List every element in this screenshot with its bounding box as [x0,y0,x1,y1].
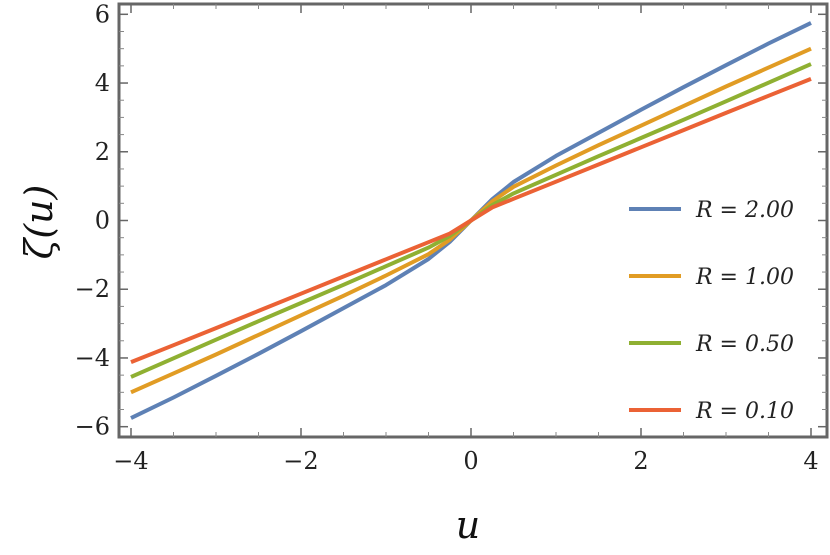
y-tick-label: 4 [95,69,110,97]
y-tick-label: 2 [95,138,110,166]
legend: R = 2.00 R = 1.00 R = 0.50 R = 0.10 [629,198,794,424]
legend-label-1: R = 2.00 [695,198,794,223]
x-axis: −4 −2 0 2 4 [113,4,819,475]
x-tick-label: 4 [803,447,818,475]
series-lines [130,21,812,420]
x-tick-label: 0 [463,447,478,475]
legend-label-4: R = 0.10 [695,399,794,424]
x-tick-label: −4 [113,447,148,475]
legend-label-2: R = 1.00 [695,265,794,290]
y-tick-label: 6 [95,0,110,28]
y-tick-label: −4 [75,344,110,372]
y-axis-label: ζ(u) [17,185,61,260]
legend-label-3: R = 0.50 [695,332,794,357]
x-axis-label: u [456,503,480,547]
series-line-4 [130,77,812,364]
y-tick-label: −2 [75,275,110,303]
x-tick-label: 2 [633,447,648,475]
x-tick-label: −2 [283,447,318,475]
y-tick-label: −6 [75,413,110,441]
y-axis: −6 −4 −2 0 2 4 6 [75,0,827,441]
y-tick-label: 0 [95,207,110,235]
